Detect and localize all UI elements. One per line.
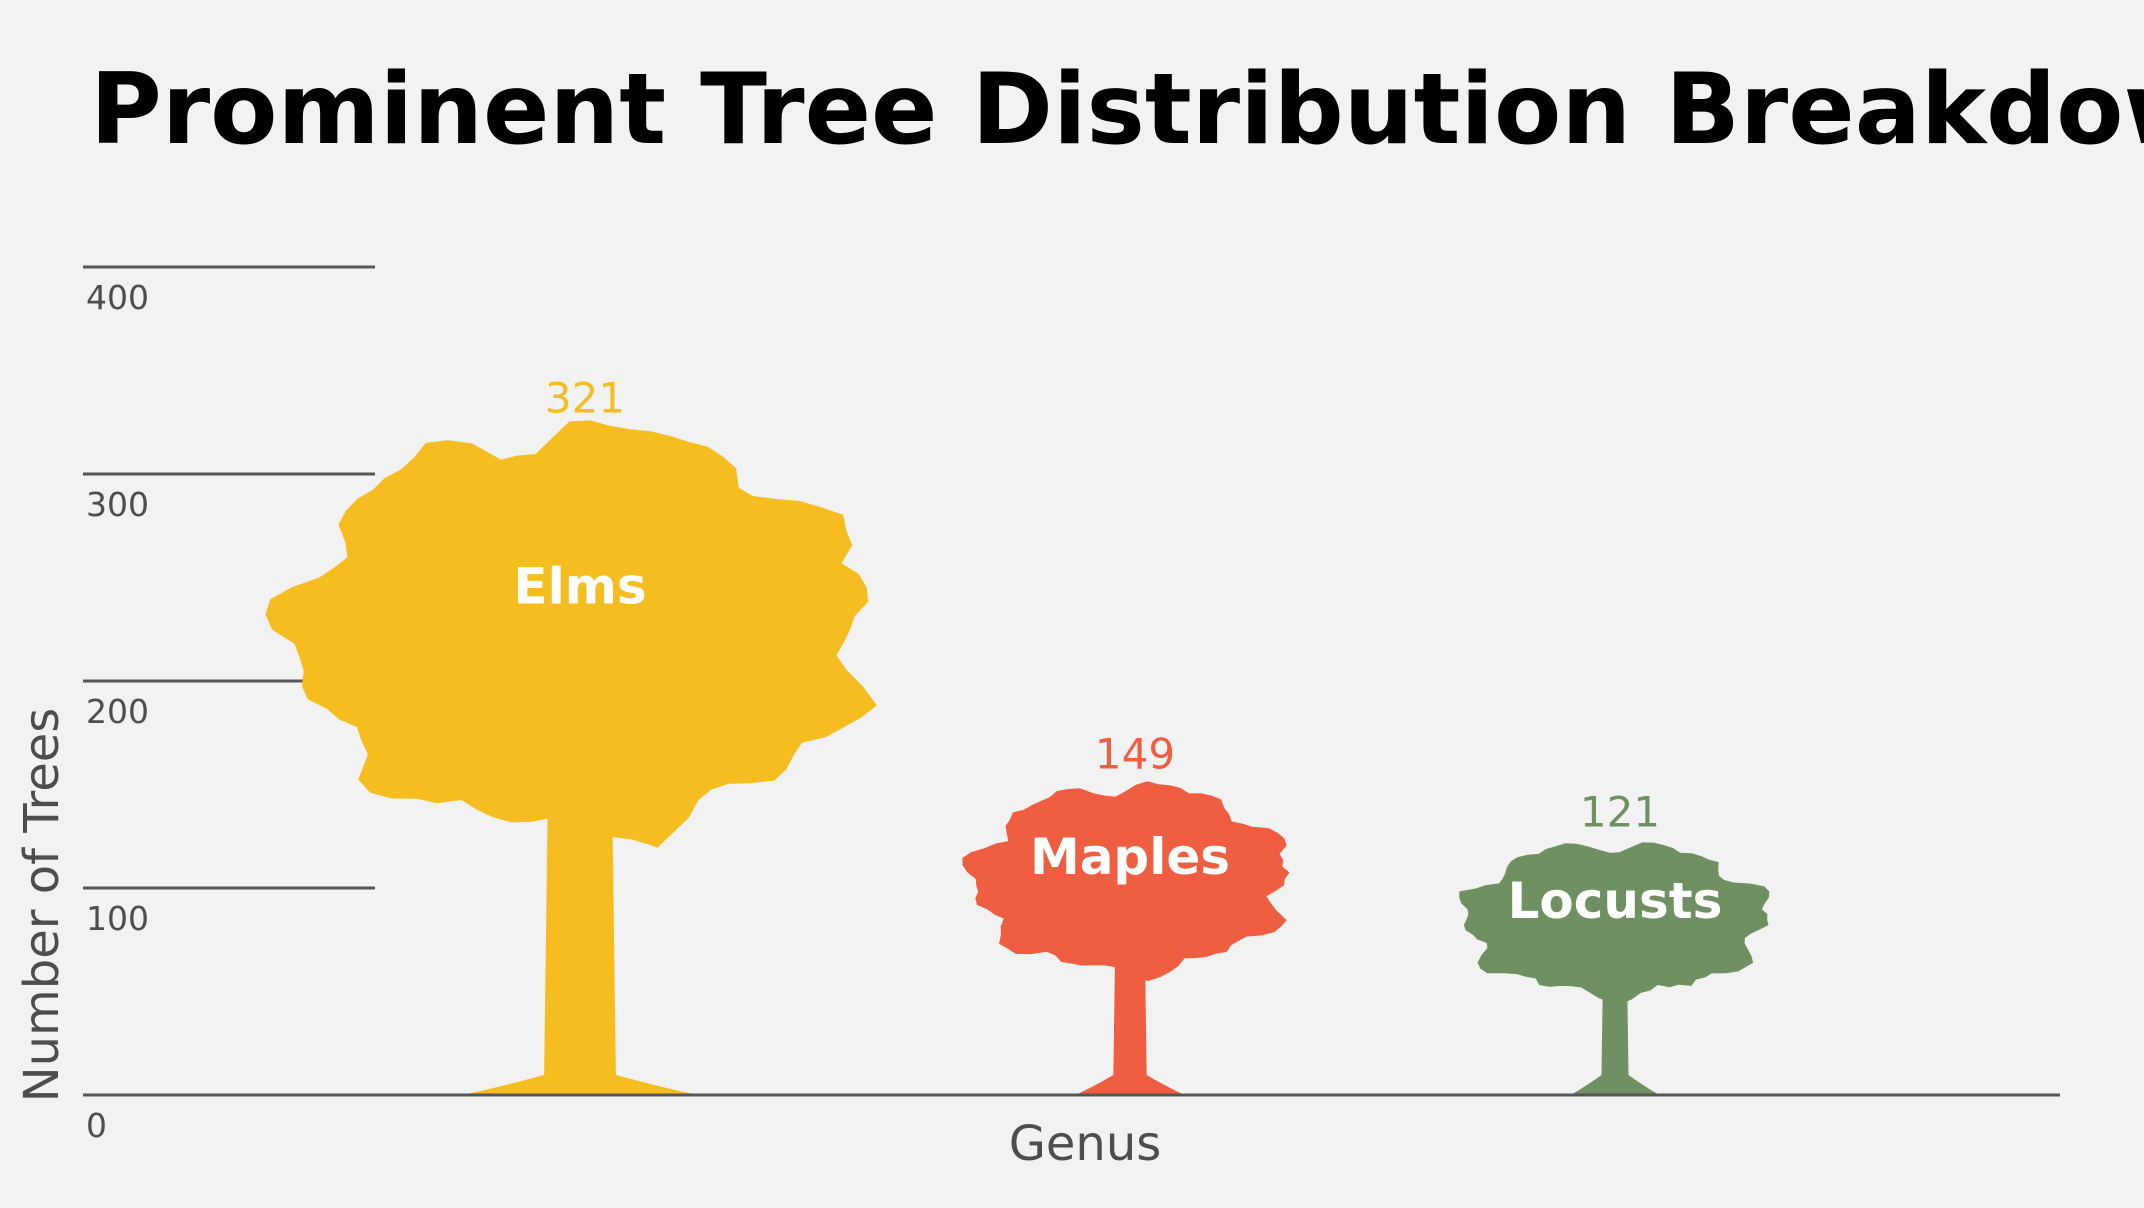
value-label: 321 [545,374,625,423]
tree-mark-locusts [1459,842,1770,1095]
category-label: Locusts [1508,872,1723,930]
category-label: Maples [1030,828,1230,886]
chart-title: Prominent Tree Distribution Breakdown [90,53,2144,167]
tree-trunk [460,629,700,1095]
y-tick-label: 200 [86,692,149,731]
data-labels: 321 Elms 149 Maples 121 Locusts [513,374,1722,931]
tree-trunk [1569,919,1661,1095]
y-tick-label: 300 [86,485,149,524]
value-label: 121 [1580,788,1660,837]
y-tick-label: 0 [86,1106,107,1145]
y-tick-label: 100 [86,899,149,938]
category-label: Elms [513,558,646,616]
tree-canopy [1459,842,1770,1005]
y-tick-label: 400 [86,278,149,317]
tree-mark-maples [962,781,1290,1095]
x-axis-title: Genus [1009,1116,1162,1172]
tree-mark-elms [265,420,877,1095]
tree-trunk [1074,879,1186,1095]
y-gridlines [83,265,375,890]
y-tick-labels: 0 100 200 300 400 [86,278,149,1145]
tree-marks [265,420,1770,1095]
y-axis-title: Number of Trees [14,708,70,1103]
tree-canopy [962,781,1290,981]
tree-canopy [265,420,877,848]
value-label: 149 [1095,730,1175,779]
